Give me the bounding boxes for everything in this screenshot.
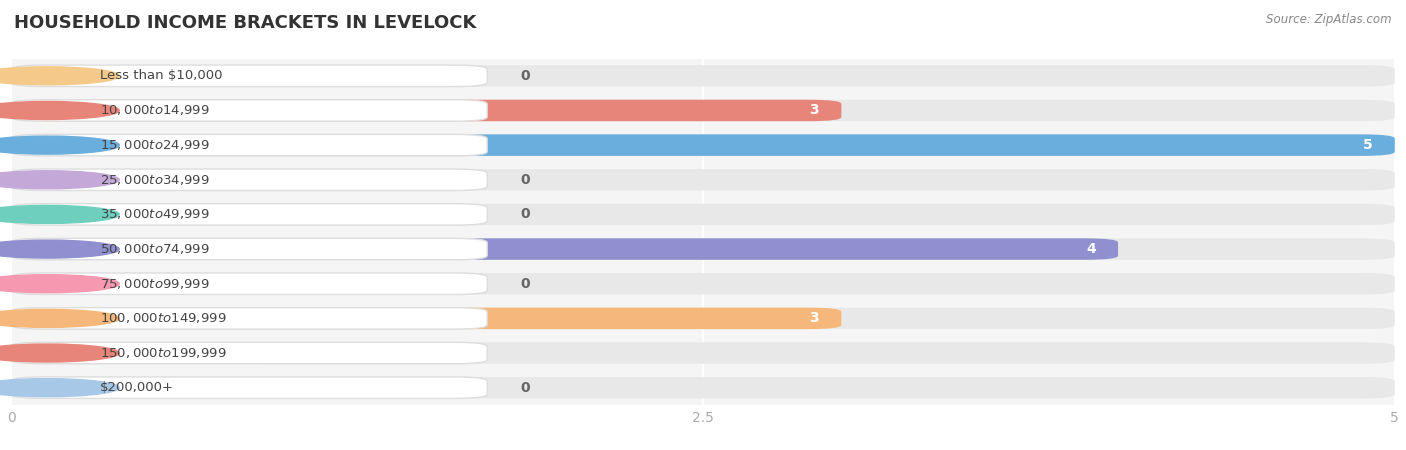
FancyBboxPatch shape	[11, 342, 288, 364]
FancyBboxPatch shape	[11, 65, 1395, 86]
Text: $50,000 to $74,999: $50,000 to $74,999	[100, 242, 209, 256]
FancyBboxPatch shape	[11, 135, 1395, 156]
FancyBboxPatch shape	[11, 377, 486, 398]
Text: Less than $10,000: Less than $10,000	[100, 69, 222, 82]
Circle shape	[0, 240, 120, 258]
Circle shape	[0, 274, 120, 293]
Text: 4: 4	[1087, 242, 1095, 256]
FancyBboxPatch shape	[11, 273, 1395, 294]
Circle shape	[0, 67, 120, 85]
FancyBboxPatch shape	[11, 342, 1395, 364]
FancyBboxPatch shape	[11, 308, 1395, 329]
FancyBboxPatch shape	[11, 135, 486, 156]
FancyBboxPatch shape	[11, 65, 486, 86]
FancyBboxPatch shape	[11, 342, 486, 364]
Circle shape	[0, 101, 120, 120]
Text: 3: 3	[810, 104, 820, 117]
Text: 0: 0	[520, 207, 530, 221]
Text: $200,000+: $200,000+	[100, 381, 174, 394]
Text: HOUSEHOLD INCOME BRACKETS IN LEVELOCK: HOUSEHOLD INCOME BRACKETS IN LEVELOCK	[14, 14, 477, 32]
FancyBboxPatch shape	[11, 238, 1395, 260]
Circle shape	[0, 171, 120, 189]
Text: 0: 0	[520, 69, 530, 83]
FancyBboxPatch shape	[11, 238, 486, 260]
FancyBboxPatch shape	[11, 100, 1395, 121]
Text: 0: 0	[520, 173, 530, 187]
FancyBboxPatch shape	[11, 308, 841, 329]
Text: $10,000 to $14,999: $10,000 to $14,999	[100, 104, 209, 117]
FancyBboxPatch shape	[11, 100, 841, 121]
FancyBboxPatch shape	[11, 135, 1395, 156]
Text: $150,000 to $199,999: $150,000 to $199,999	[100, 346, 226, 360]
FancyBboxPatch shape	[11, 204, 486, 225]
FancyBboxPatch shape	[11, 377, 1395, 398]
FancyBboxPatch shape	[11, 169, 1395, 190]
Circle shape	[0, 136, 120, 154]
FancyBboxPatch shape	[11, 169, 486, 190]
FancyBboxPatch shape	[11, 204, 1395, 225]
Text: 0: 0	[520, 381, 530, 395]
Circle shape	[0, 378, 120, 397]
Text: $15,000 to $24,999: $15,000 to $24,999	[100, 138, 209, 152]
Circle shape	[0, 205, 120, 224]
Text: $100,000 to $149,999: $100,000 to $149,999	[100, 311, 226, 325]
Text: $75,000 to $99,999: $75,000 to $99,999	[100, 277, 209, 291]
FancyBboxPatch shape	[11, 273, 486, 294]
Circle shape	[0, 344, 120, 362]
Text: $35,000 to $49,999: $35,000 to $49,999	[100, 207, 209, 221]
Circle shape	[0, 309, 120, 328]
Text: 0: 0	[520, 277, 530, 291]
FancyBboxPatch shape	[11, 100, 486, 121]
Text: 3: 3	[810, 311, 820, 325]
Text: $25,000 to $34,999: $25,000 to $34,999	[100, 173, 209, 187]
Text: 5: 5	[1362, 138, 1372, 152]
FancyBboxPatch shape	[11, 308, 486, 329]
FancyBboxPatch shape	[11, 238, 1118, 260]
Text: 1: 1	[256, 346, 266, 360]
Text: Source: ZipAtlas.com: Source: ZipAtlas.com	[1267, 14, 1392, 27]
